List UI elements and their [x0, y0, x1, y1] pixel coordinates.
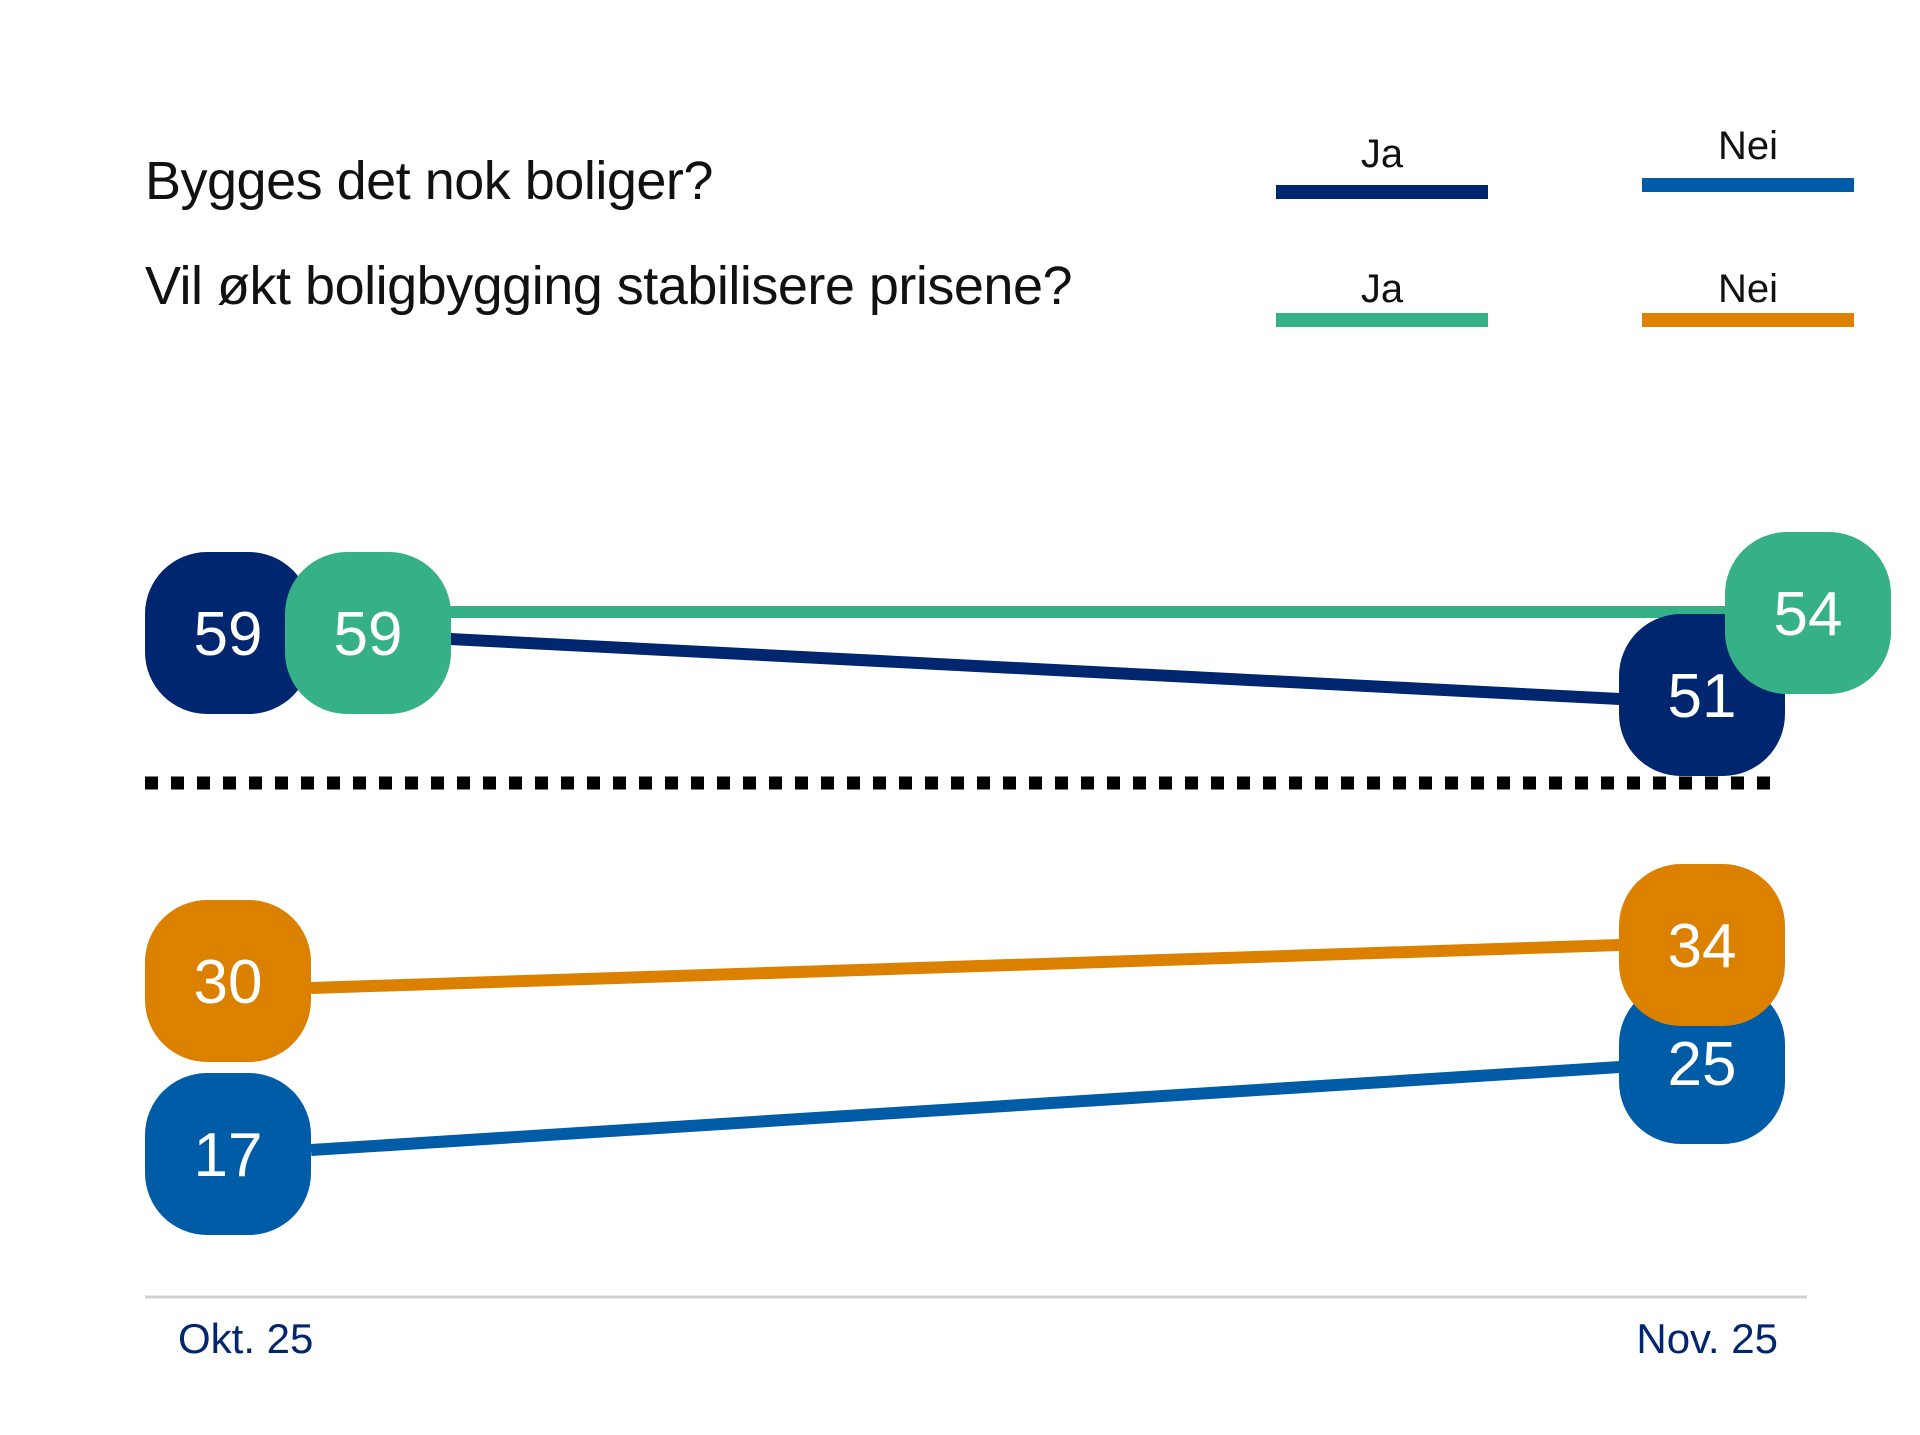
data-label-q1-ja-0: 59	[194, 600, 263, 669]
marker-q2-nei-1	[1619, 864, 1785, 1026]
data-label-q1-ja-1: 51	[1668, 662, 1737, 731]
legend-swatch-q1-nei	[1642, 178, 1854, 192]
legend-label-q2-ja: Ja	[1360, 267, 1404, 311]
title-question-1: Bygges det nok boliger?	[145, 151, 713, 211]
line-q1-nei	[310, 1061, 1621, 1156]
marker-q1-nei-0	[145, 1073, 311, 1235]
marker-q2-ja-0	[285, 552, 451, 714]
data-label-q2-ja-0: 59	[334, 600, 403, 669]
marker-q2-nei-0	[145, 900, 311, 1062]
legend-label-q2-nei: Nei	[1717, 267, 1779, 311]
x-tick-nov: Nov. 25	[1636, 1315, 1778, 1362]
marker-q1-ja-0	[145, 552, 311, 714]
legend-swatch-q1-ja	[1276, 185, 1488, 199]
data-label-q2-ja-1: 54	[1774, 580, 1843, 649]
data-label-q2-nei-1: 34	[1668, 912, 1737, 981]
x-tick-okt: Okt. 25	[178, 1315, 314, 1362]
legend-swatch-q2-nei	[1642, 313, 1854, 327]
title-question-2: Vil økt boligbygging stabilisere prisene…	[145, 256, 1073, 316]
legend-label-q1-ja: Ja	[1360, 132, 1404, 176]
data-label-q2-nei-0: 30	[194, 948, 263, 1017]
line-q2-nei	[310, 939, 1621, 994]
data-label-q1-nei-0: 17	[194, 1121, 263, 1190]
marker-q2-ja-1	[1725, 532, 1891, 694]
legend-swatch-q2-ja	[1276, 313, 1488, 327]
line-q1-ja	[449, 633, 1621, 705]
data-label-q1-nei-1: 25	[1668, 1030, 1737, 1099]
legend-label-q1-nei: Nei	[1717, 124, 1779, 168]
